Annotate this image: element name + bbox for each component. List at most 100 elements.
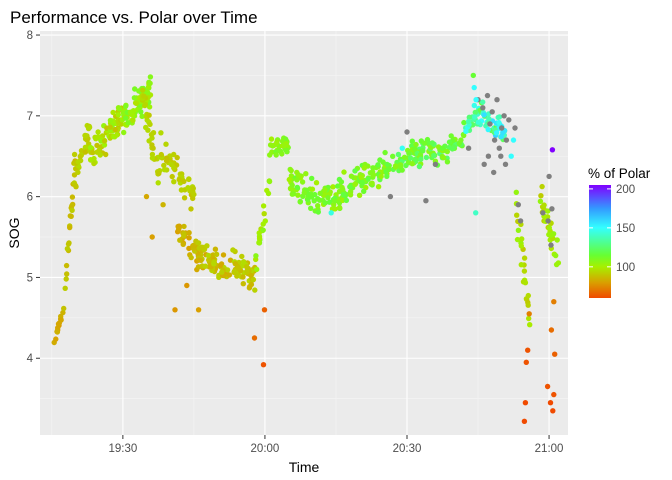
data-point bbox=[240, 281, 246, 287]
data-point bbox=[413, 141, 419, 148]
data-point bbox=[288, 167, 294, 174]
data-point bbox=[378, 173, 384, 180]
data-point bbox=[235, 265, 242, 271]
data-point bbox=[544, 383, 551, 390]
data-point bbox=[110, 109, 116, 116]
data-point bbox=[284, 149, 290, 155]
data-point bbox=[202, 263, 209, 269]
data-point bbox=[66, 240, 72, 246]
data-point bbox=[417, 152, 424, 158]
data-point bbox=[67, 224, 73, 231]
data-point bbox=[360, 179, 366, 186]
data-point bbox=[348, 173, 355, 179]
data-point bbox=[75, 169, 81, 175]
data-point bbox=[498, 134, 504, 140]
data-point bbox=[178, 187, 185, 193]
data-point bbox=[205, 252, 211, 259]
data-point bbox=[481, 112, 487, 118]
data-point bbox=[440, 155, 447, 161]
data-point bbox=[262, 218, 268, 224]
y-tick-label: 5 bbox=[27, 272, 33, 284]
x-axis-ticks: 19:30 20:00 20:30 21:00 bbox=[108, 435, 563, 455]
data-point bbox=[463, 128, 469, 134]
data-point bbox=[429, 140, 435, 146]
data-point bbox=[181, 223, 187, 230]
data-point bbox=[63, 276, 69, 282]
data-point bbox=[519, 236, 525, 242]
data-point bbox=[512, 125, 518, 131]
data-point bbox=[199, 244, 205, 250]
data-point bbox=[340, 191, 347, 198]
data-point bbox=[409, 161, 415, 167]
data-point bbox=[82, 149, 89, 155]
data-point bbox=[305, 197, 311, 203]
data-point bbox=[308, 194, 315, 200]
data-point bbox=[390, 153, 396, 159]
data-point bbox=[112, 126, 118, 133]
y-tick-label: 7 bbox=[27, 111, 33, 123]
data-point bbox=[416, 163, 423, 170]
data-point bbox=[352, 175, 359, 181]
data-point bbox=[145, 127, 151, 133]
x-tick-label: 20:00 bbox=[251, 443, 280, 455]
data-point bbox=[471, 84, 477, 91]
data-point bbox=[470, 72, 476, 79]
data-point bbox=[176, 176, 182, 183]
data-point bbox=[527, 322, 533, 328]
y-axis-ticks: 4 5 6 7 8 bbox=[27, 30, 40, 365]
data-point bbox=[313, 180, 320, 186]
data-point bbox=[338, 179, 345, 185]
data-point bbox=[211, 261, 217, 267]
data-point bbox=[63, 262, 70, 269]
data-point bbox=[175, 226, 182, 233]
data-point bbox=[548, 327, 555, 333]
data-point bbox=[358, 174, 364, 180]
x-tick-label: 21:00 bbox=[535, 443, 564, 455]
data-point bbox=[471, 102, 477, 109]
data-point bbox=[369, 180, 375, 186]
data-point bbox=[484, 92, 491, 99]
data-point bbox=[500, 129, 506, 136]
data-point bbox=[72, 182, 79, 189]
data-point bbox=[240, 274, 246, 280]
data-point bbox=[125, 120, 131, 126]
data-point bbox=[461, 119, 467, 126]
data-point bbox=[247, 284, 253, 290]
data-point bbox=[525, 302, 531, 308]
data-point bbox=[240, 259, 247, 265]
data-point bbox=[444, 159, 451, 165]
data-point bbox=[132, 86, 138, 92]
data-point bbox=[146, 112, 152, 118]
data-point bbox=[513, 189, 519, 195]
data-point bbox=[174, 154, 180, 161]
data-point bbox=[401, 154, 408, 160]
data-point bbox=[69, 207, 75, 213]
data-point bbox=[521, 255, 528, 261]
data-point bbox=[308, 205, 314, 211]
data-point bbox=[146, 138, 152, 144]
data-point bbox=[82, 144, 89, 150]
data-point bbox=[297, 199, 303, 205]
data-point bbox=[286, 176, 292, 183]
data-point bbox=[431, 152, 437, 159]
data-point bbox=[361, 165, 367, 171]
data-point bbox=[315, 209, 321, 215]
data-point bbox=[171, 179, 177, 185]
data-point bbox=[526, 311, 532, 317]
data-point bbox=[518, 243, 524, 249]
data-point bbox=[295, 192, 301, 198]
data-point bbox=[448, 133, 454, 139]
data-point bbox=[169, 173, 175, 180]
data-point bbox=[267, 152, 273, 158]
data-point bbox=[186, 176, 192, 182]
data-point bbox=[485, 153, 492, 159]
data-point bbox=[475, 119, 482, 125]
data-point bbox=[489, 109, 495, 115]
data-point bbox=[375, 184, 382, 190]
minor-gridlines bbox=[40, 31, 568, 435]
data-point bbox=[139, 113, 145, 120]
data-point bbox=[412, 156, 418, 162]
data-point bbox=[107, 117, 114, 124]
data-point bbox=[147, 80, 153, 87]
data-point bbox=[499, 125, 505, 131]
